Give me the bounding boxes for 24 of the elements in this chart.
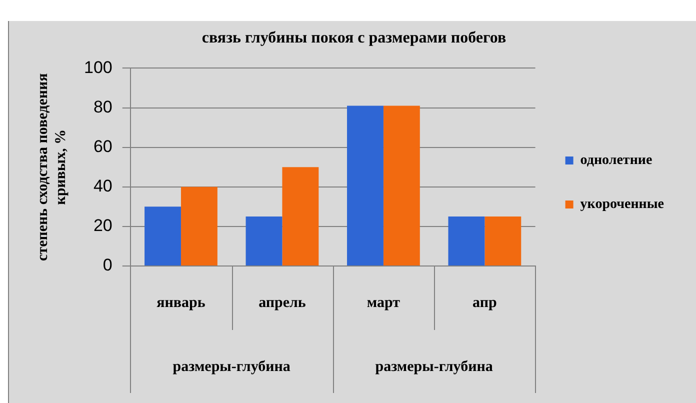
x-tick-label: март (366, 294, 401, 311)
bar (383, 106, 420, 266)
legend-label: укороченные (580, 197, 664, 212)
y-tick-label: 60 (93, 137, 112, 156)
legend-label: однолетние (580, 153, 652, 168)
y-axis-title: степень сходства поведения кривых, % (34, 73, 69, 261)
y-tick-label: 80 (93, 97, 112, 116)
text: размеры-глубина (172, 358, 291, 375)
x-tick-label: апрель (258, 294, 306, 311)
bar (282, 167, 319, 266)
bar (180, 186, 218, 266)
x-tick-label: январь (156, 294, 206, 311)
bar (246, 216, 282, 266)
bar (144, 206, 181, 266)
bar (484, 216, 522, 266)
x-tick-label: апр (472, 294, 497, 311)
y-tick-label: 40 (93, 176, 112, 196)
y-tick-label: 20 (93, 216, 112, 236)
chart-title: связь глубины покоя с размерами побегов (202, 30, 506, 47)
text: размеры-глубина (375, 358, 494, 375)
bar (448, 216, 485, 266)
bar (347, 106, 384, 266)
y-tick-label: 0 (102, 256, 112, 275)
y-tick-label: 100 (84, 58, 112, 77)
